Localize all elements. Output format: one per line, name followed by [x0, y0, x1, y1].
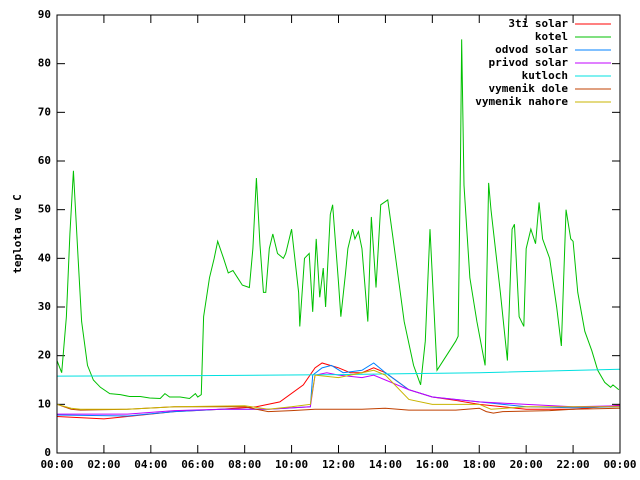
- x-tick-label: 20:00: [510, 458, 543, 471]
- y-tick-label: 60: [38, 154, 51, 167]
- x-tick-label: 08:00: [228, 458, 261, 471]
- y-tick-label: 80: [38, 57, 51, 70]
- x-tick-label: 06:00: [181, 458, 214, 471]
- series-line: [56, 369, 620, 410]
- legend-label: 3ti solar: [508, 17, 568, 30]
- legend-label: vymenik nahore: [475, 95, 568, 108]
- y-tick-label: 30: [38, 300, 51, 313]
- y-tick-label: 20: [38, 349, 51, 362]
- x-tick-label: 00:00: [40, 458, 73, 471]
- x-tick-label: 16:00: [416, 458, 449, 471]
- legend-label: vymenik dole: [489, 82, 569, 95]
- series-line: [56, 368, 621, 377]
- x-tick-label: 02:00: [87, 458, 120, 471]
- x-tick-label: 10:00: [275, 458, 308, 471]
- y-tick-label: 70: [38, 105, 51, 118]
- y-tick-label: 40: [38, 251, 51, 264]
- legend-label: odvod solar: [495, 43, 568, 56]
- x-tick-label: 00:00: [603, 458, 636, 471]
- series-line: [57, 372, 621, 415]
- plot-border: [56, 14, 621, 454]
- legend-label: kotel: [535, 30, 568, 43]
- x-tick-label: 12:00: [322, 458, 355, 471]
- y-tick-label: 0: [44, 446, 51, 459]
- x-tick-label: 22:00: [557, 458, 590, 471]
- x-tick-label: 18:00: [463, 458, 496, 471]
- legend-label: kutloch: [522, 69, 568, 82]
- y-tick-label: 10: [38, 397, 51, 410]
- legend-label: privod solar: [489, 56, 569, 69]
- x-tick-label: 04:00: [134, 458, 167, 471]
- x-tick-label: 14:00: [369, 458, 402, 471]
- y-tick-label: 90: [38, 8, 51, 21]
- y-axis-label: teplota ve C: [11, 194, 24, 273]
- y-tick-label: 50: [38, 203, 51, 216]
- series-line: [56, 39, 620, 400]
